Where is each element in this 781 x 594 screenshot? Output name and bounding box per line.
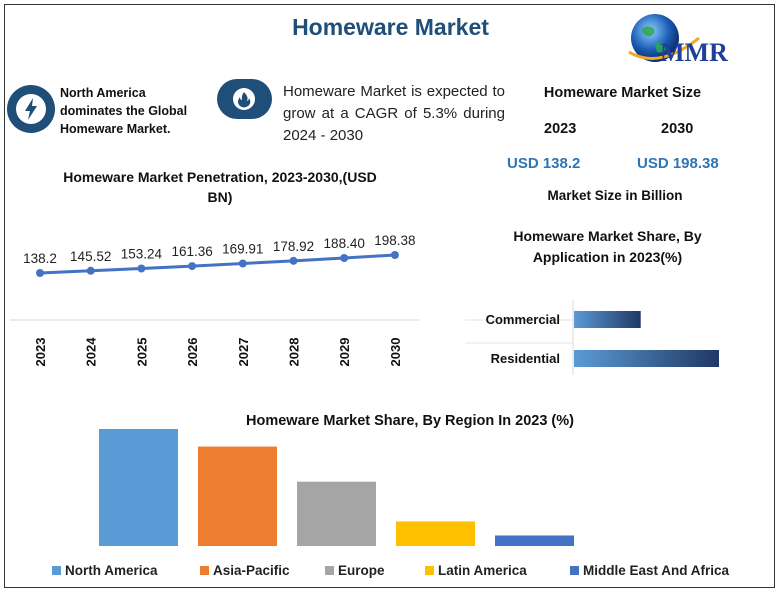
market-size-year-2030: 2030	[661, 121, 694, 137]
legend-item: Europe	[325, 563, 385, 578]
legend-item: Latin America	[425, 563, 527, 578]
application-bar	[574, 311, 641, 328]
region-bar-chart	[99, 429, 574, 546]
application-bar-chart: Commercial Residential	[465, 300, 719, 375]
application-chart-title: Homeware Market Share, By Application in…	[513, 228, 702, 265]
legend-label: Asia-Pacific	[213, 563, 290, 578]
line-point	[86, 266, 95, 275]
penetration-chart-title: Homeware Market Penetration, 2023-2030,(…	[63, 169, 377, 205]
line-point	[289, 256, 298, 265]
line-point	[137, 264, 146, 273]
line-data-label: 153.24	[121, 247, 163, 262]
x-tick-label: 2027	[236, 338, 251, 367]
legend-label: Latin America	[438, 563, 527, 578]
infographic-frame	[4, 4, 775, 588]
market-size-year-2023: 2023	[544, 121, 577, 137]
line-data-label: 178.92	[273, 239, 314, 254]
legend-label: North America	[65, 563, 158, 578]
line-point	[340, 253, 349, 262]
globe-icon	[631, 14, 679, 62]
x-tick-label: 2026	[185, 338, 200, 367]
region-bar	[495, 535, 574, 546]
line-point	[238, 259, 247, 268]
line-data-label: 198.38	[374, 233, 415, 248]
application-bar	[574, 350, 719, 367]
market-size-value-2030: USD 198.38	[637, 155, 719, 172]
x-tick-label: 2024	[84, 337, 99, 367]
legend-swatch	[425, 566, 434, 575]
line-data-label: 169.91	[222, 242, 263, 257]
x-tick-label: 2030	[388, 338, 403, 367]
region-legend: North America Asia-Pacific Europe Latin Ame…	[0, 563, 781, 581]
legend-swatch	[570, 566, 579, 575]
flame-icon	[217, 79, 272, 119]
line-data-label: 161.36	[171, 244, 212, 259]
penetration-line-chart: 138.2 2023 145.52 2024 153.24 2025 161.36 2026 1…	[10, 233, 420, 367]
region-chart-title: Homeware Market Share, By Region In 2023…	[246, 413, 574, 429]
legend-label: Europe	[338, 563, 385, 578]
application-category-label: Residential	[491, 351, 560, 366]
region-bar	[198, 446, 277, 546]
region-bar	[396, 521, 475, 546]
cagr-highlight: Homeware Market is expected to grow at a…	[283, 83, 505, 144]
market-size-unit: Market Size in Billion	[547, 188, 683, 203]
page-title: Homeware Market	[292, 14, 489, 40]
line-data-label: 188.40	[324, 236, 365, 251]
x-tick-label: 2023	[33, 338, 48, 367]
region-bar	[99, 429, 178, 546]
line-point	[36, 269, 44, 277]
legend-label: Middle East And Africa	[583, 563, 730, 578]
legend-swatch	[52, 566, 61, 575]
region-bar	[297, 481, 376, 546]
legend-item: Middle East And Africa	[570, 563, 729, 578]
x-tick-label: 2028	[287, 338, 302, 367]
line-point	[188, 262, 197, 271]
application-category-label: Commercial	[486, 312, 560, 327]
legend-item: Asia-Pacific	[200, 563, 290, 578]
x-tick-label: 2025	[134, 338, 149, 367]
logo-text: MMR	[660, 38, 728, 67]
lightning-icon	[7, 85, 55, 133]
market-size-title: Homeware Market Size	[543, 85, 702, 101]
legend-swatch	[325, 566, 334, 575]
line-data-label: 138.2	[23, 251, 57, 266]
x-tick-label: 2029	[337, 338, 352, 367]
market-size-value-2023: USD 138.2	[507, 155, 581, 172]
legend-item: North America	[52, 563, 158, 578]
north-america-highlight: North America dominates the Global Homew…	[60, 86, 188, 136]
line-data-label: 145.52	[70, 249, 111, 264]
legend-swatch	[200, 566, 209, 575]
mmr-logo	[628, 14, 700, 62]
line-point	[390, 251, 399, 259]
penetration-series-line	[39, 253, 395, 275]
